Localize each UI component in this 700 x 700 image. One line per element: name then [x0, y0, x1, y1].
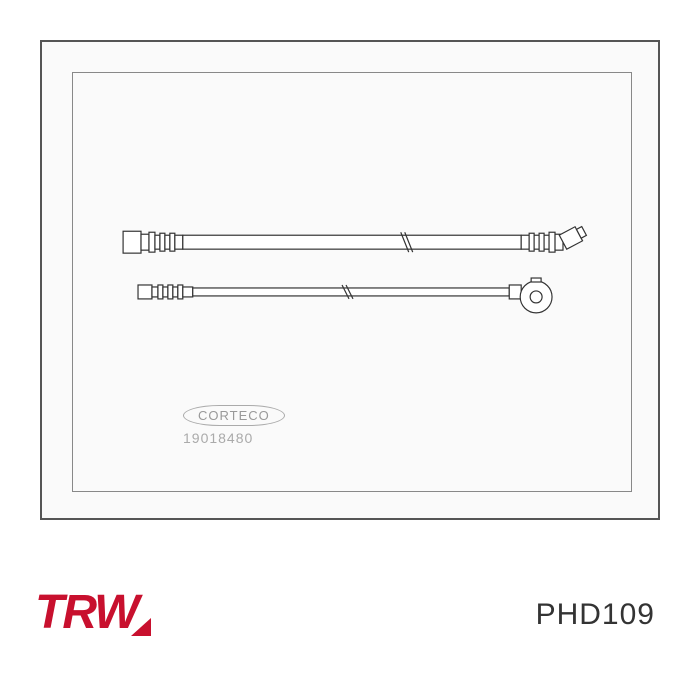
part-number: PHD109 — [536, 598, 655, 632]
logo-text: TRW — [35, 586, 137, 639]
logo-accent-icon — [131, 618, 151, 636]
brand-box: CORTECO 19018480 — [183, 405, 285, 446]
diagram-inner-frame: CORTECO 19018480 — [72, 72, 632, 492]
diagram-outer-frame: CORTECO 19018480 — [40, 40, 660, 520]
brand-name: CORTECO — [183, 405, 285, 426]
brand-part-id: 19018480 — [183, 430, 285, 446]
trw-logo: TRW — [35, 585, 151, 640]
brake-hose-diagram — [73, 73, 631, 491]
